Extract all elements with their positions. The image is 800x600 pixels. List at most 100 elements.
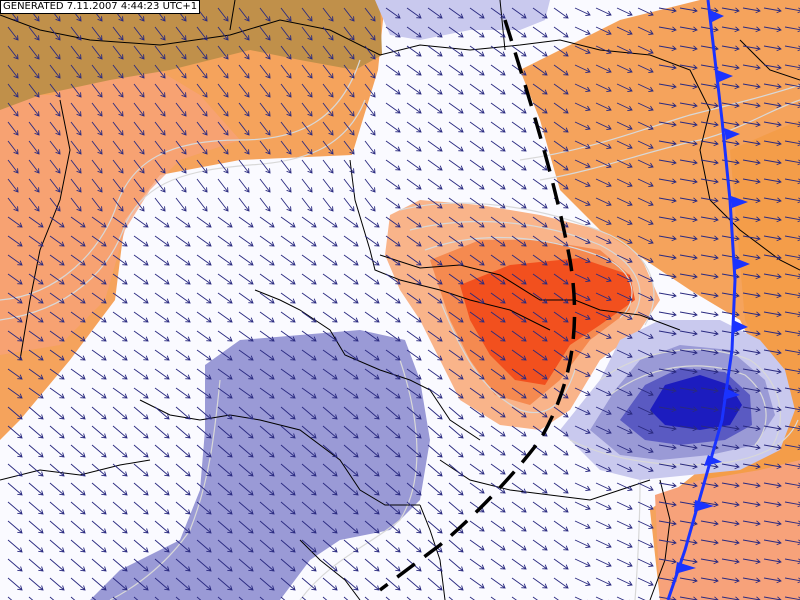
cool-area-south [90, 330, 430, 600]
arrow-icon [259, 330, 275, 342]
arrow-icon [175, 26, 187, 41]
arrow-icon [238, 444, 254, 458]
arrow-icon [112, 444, 128, 458]
arrow-icon [343, 577, 359, 591]
arrow-icon [406, 64, 422, 76]
arrow-icon [742, 406, 761, 413]
arrow-icon [91, 482, 107, 496]
arrow-icon [700, 330, 719, 337]
border [0, 14, 601, 56]
arrow-icon [343, 330, 359, 342]
arrow-icon [700, 140, 719, 147]
arrow-icon [91, 159, 103, 174]
arrow-icon [217, 558, 233, 572]
arrow-icon [28, 178, 40, 193]
arrow-icon [490, 596, 496, 600]
arrow-icon [91, 520, 107, 534]
arrow-icon [616, 273, 633, 283]
arrow-icon [364, 254, 380, 266]
arrow-icon [427, 539, 443, 553]
arrow-icon [364, 235, 380, 247]
arrow-icon [574, 444, 591, 454]
arrow-icon [112, 273, 128, 285]
arrow-icon [259, 539, 275, 553]
arrow-icon [742, 292, 761, 299]
arrow-icon [259, 26, 271, 41]
arrow-icon [28, 539, 44, 553]
arrow-icon [427, 7, 443, 19]
cold-front-line [666, 0, 737, 600]
arrow-icon [217, 254, 233, 266]
arrow-icon [154, 254, 170, 266]
arrow-icon [679, 178, 698, 185]
arrow-icon [637, 178, 654, 188]
arrow-icon [490, 102, 506, 114]
arrow-icon [49, 311, 65, 323]
arrow-icon [7, 254, 23, 266]
arrow-icon [70, 159, 82, 174]
arrow-icon [385, 178, 401, 190]
trough-line [378, 19, 577, 592]
arrow-icon [301, 311, 317, 323]
arrow-icon [175, 235, 191, 247]
arrow-icon [70, 520, 86, 534]
arrow-icon [154, 178, 166, 193]
arrow-icon [301, 140, 313, 155]
arrow-icon [49, 26, 61, 41]
arrow-icon [511, 539, 527, 551]
arrow-icon [133, 26, 145, 41]
arrow-icon [70, 64, 82, 79]
arrow-icon [679, 197, 698, 204]
arrow-icon [637, 159, 654, 169]
arrow-icon [595, 197, 612, 207]
arrow-icon [448, 368, 464, 380]
arrow-icon [7, 83, 19, 98]
arrow-icon [238, 330, 254, 342]
arrow-icon [679, 140, 698, 147]
arrow-icon [616, 254, 633, 264]
arrow-icon [721, 501, 740, 508]
arrow-icon [742, 539, 761, 546]
arrow-icon [595, 26, 612, 36]
arrow-icon [259, 83, 271, 98]
arrow-icon [700, 235, 719, 242]
arrow-icon [238, 45, 250, 60]
arrow-icon [259, 387, 275, 399]
arrow-icon [49, 501, 65, 515]
arrow-icon [112, 577, 128, 591]
arrow-icon [469, 140, 485, 152]
arrow-icon [280, 406, 296, 420]
arrow-icon [301, 292, 317, 304]
arrow-icon [28, 425, 44, 439]
arrow-icon [175, 463, 191, 477]
arrow-icon [343, 463, 359, 477]
arrow-icon [259, 349, 275, 361]
arrow-icon [469, 197, 485, 209]
arrow-icon [259, 7, 271, 22]
arrow-icon [280, 254, 296, 266]
arrow-icon [553, 178, 569, 190]
arrow-icon [238, 539, 254, 553]
arrow-icon [595, 558, 612, 568]
arrow-icon [364, 425, 380, 439]
arrow-icon [553, 368, 569, 380]
arrow-icon [112, 463, 128, 477]
arrow-icon [637, 7, 654, 17]
arrow-icon [343, 292, 359, 304]
arrow-icon [511, 501, 527, 513]
arrow-icon [133, 311, 149, 323]
arrow-icon [595, 444, 612, 454]
arrow-icon [217, 444, 233, 458]
arrow-icon [175, 83, 187, 98]
arrow-icon [637, 558, 654, 568]
arrow-icon [217, 330, 233, 342]
arrow-icon [7, 577, 23, 591]
arrow-icon [490, 26, 506, 38]
arrow-icon [595, 596, 609, 600]
arrow-icon [238, 83, 250, 98]
arrow-icon [217, 121, 229, 136]
arrow-icon [490, 577, 506, 589]
arrow-icon [511, 482, 527, 494]
arrow-icon [658, 235, 677, 242]
arrow-icon [658, 501, 677, 508]
